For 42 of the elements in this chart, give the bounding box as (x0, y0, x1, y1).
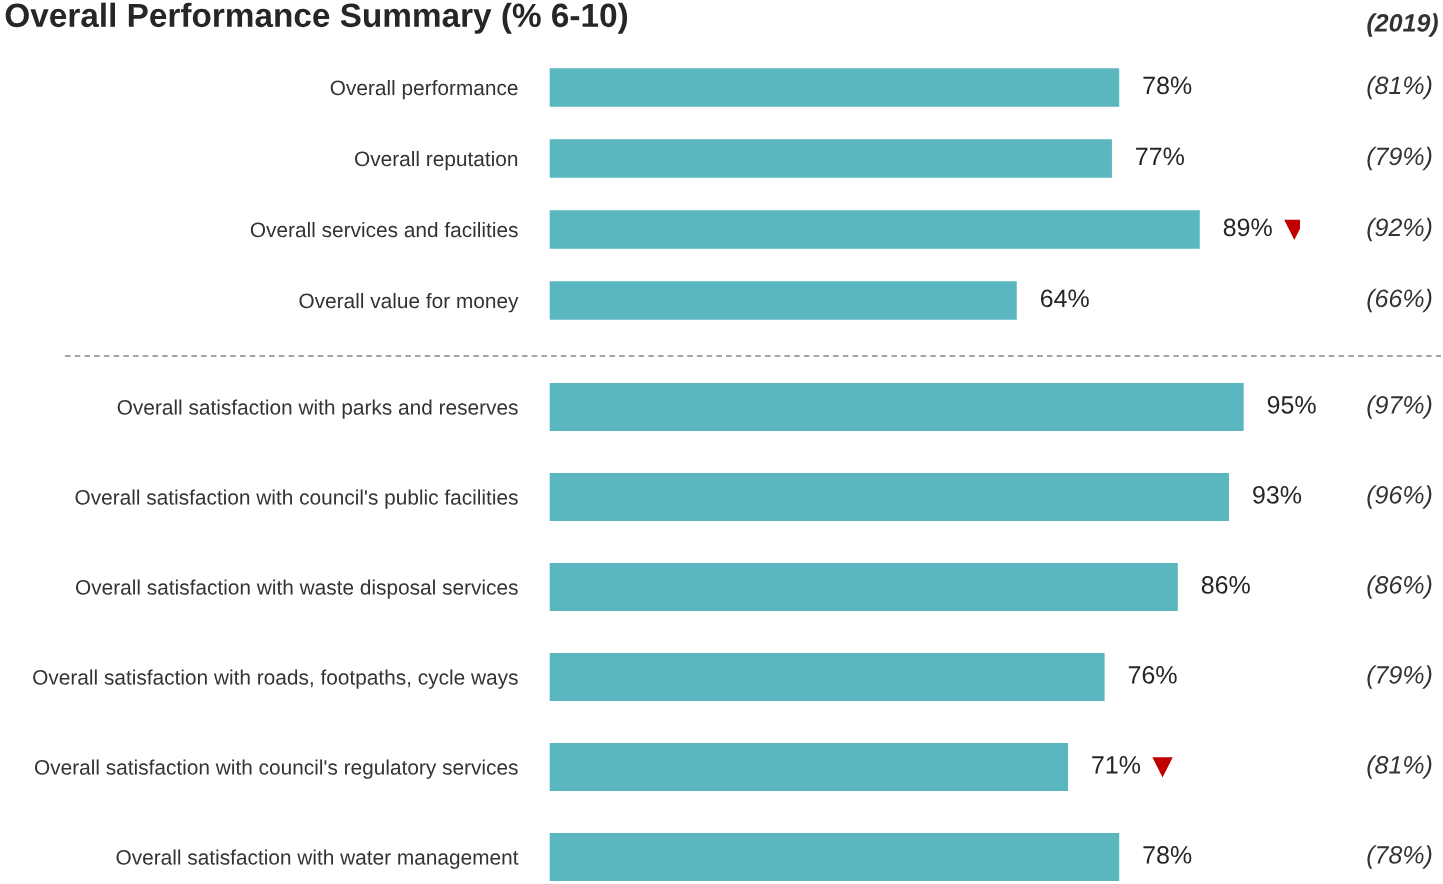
data-label: 71% (1092, 756, 1141, 774)
y-tick-label: Overall satisfaction with roads, footpaths, cycle ways (33, 669, 518, 689)
bar (549, 831, 1121, 883)
text: (96%) (1367, 485, 1432, 509)
bar (549, 561, 1180, 613)
data-label: 78% (1143, 846, 1192, 864)
bar (549, 137, 1114, 180)
y-tick-label: Overall services and facilities (250, 221, 518, 238)
y-tick-label: Overall performance (330, 79, 518, 100)
text: (79%) (1367, 146, 1432, 171)
y-tick-label: Overall satisfaction with council's public facilities (75, 489, 518, 509)
text: (81%) (1367, 75, 1432, 100)
text: (97%) (1367, 395, 1432, 419)
y-tick-label: Overall value for money (299, 292, 519, 313)
text: (2019) (1367, 13, 1438, 37)
text: (92%) (1367, 217, 1432, 242)
bar (549, 208, 1202, 251)
bar (549, 741, 1070, 793)
data-label: 95% (1267, 396, 1316, 414)
data-label: 76% (1128, 666, 1177, 684)
data-label: 93% (1253, 486, 1302, 504)
data-label: 89% (1223, 218, 1272, 237)
text: (78%) (1367, 845, 1432, 869)
data-label: 77% (1136, 147, 1184, 166)
bar (549, 471, 1231, 523)
text: (79%) (1367, 665, 1432, 689)
text: (86%) (1367, 575, 1432, 599)
y-tick-label: Overall satisfaction with council's regulatory services (34, 759, 518, 779)
bar (549, 651, 1106, 703)
y-tick-label: Overall satisfaction with water management (116, 849, 519, 869)
data-label: 64% (1040, 289, 1089, 308)
y-tick-label: Overall reputation (355, 150, 518, 171)
y-tick-label: Overall satisfaction with parks and reserves (117, 399, 518, 419)
data-label: 86% (1201, 576, 1250, 594)
text: (81%) (1367, 755, 1432, 779)
chart-title: Overall Performance Summary (% 6-10) (5, 2, 628, 34)
bar (549, 66, 1121, 109)
bar (549, 279, 1019, 322)
bar (549, 381, 1246, 433)
data-label: 78% (1143, 76, 1192, 95)
y-tick-label: Overall satisfaction with waste disposal services (75, 579, 518, 599)
text: (66%) (1367, 288, 1432, 313)
